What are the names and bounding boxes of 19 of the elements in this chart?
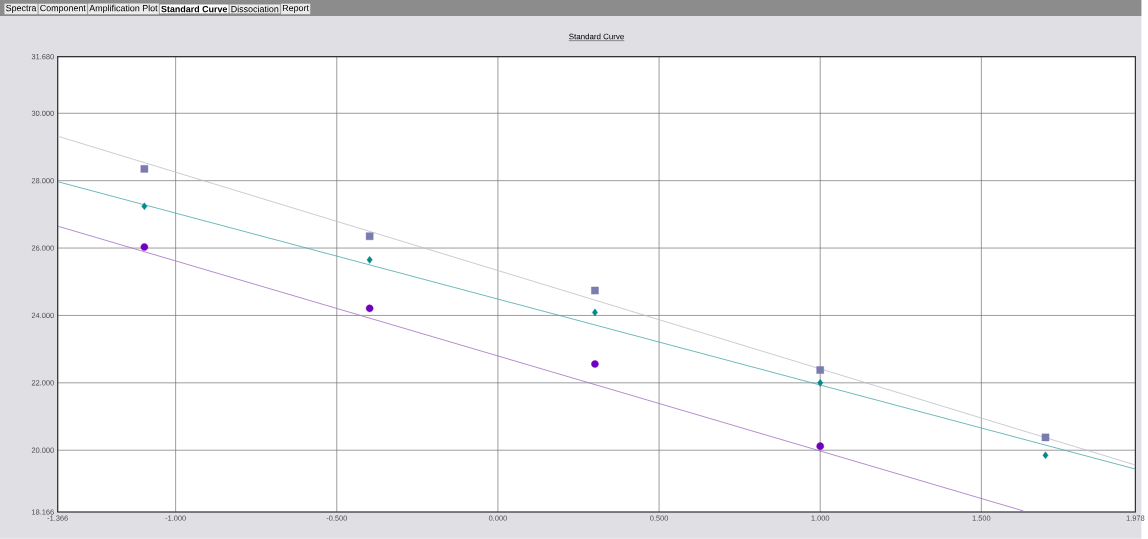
- point: [366, 256, 373, 264]
- text: Amplification Plot: [89, 4, 158, 14]
- point: [816, 366, 824, 374]
- text: Report: [282, 5, 309, 13]
- point: [1042, 451, 1049, 460]
- point: [365, 304, 374, 313]
- point: [140, 165, 149, 173]
- point: [365, 232, 374, 241]
- text: Spectra: [6, 4, 37, 14]
- point: [140, 243, 149, 251]
- text: Component: [40, 4, 86, 14]
- point: [817, 379, 824, 387]
- point: [816, 442, 824, 450]
- point: [591, 286, 599, 295]
- point: [591, 360, 599, 368]
- text: Standard Curve: [161, 5, 228, 13]
- text: Dissociation: [231, 5, 279, 13]
- point: [1041, 433, 1050, 442]
- point: [141, 202, 148, 211]
